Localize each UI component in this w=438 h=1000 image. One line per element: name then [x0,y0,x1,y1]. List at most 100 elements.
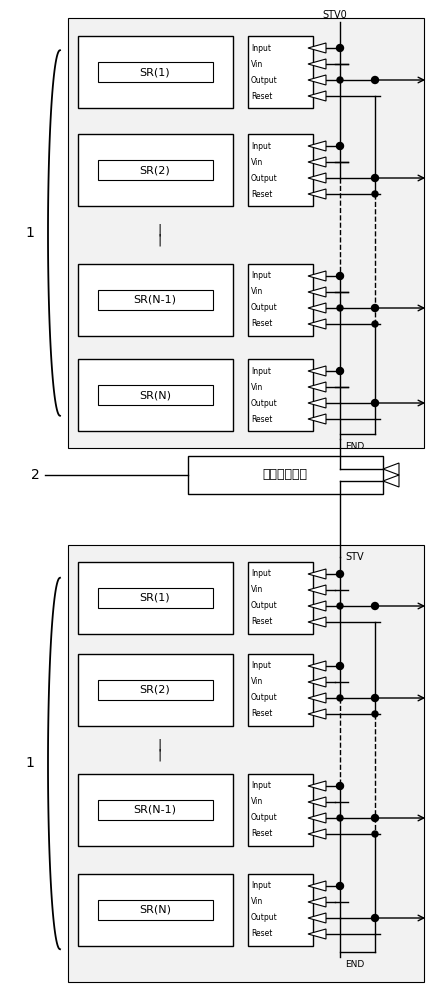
Text: Input: Input [251,662,270,670]
Text: |: | [158,233,162,246]
Circle shape [336,273,342,279]
Polygon shape [307,157,325,167]
Circle shape [336,815,342,821]
Circle shape [336,882,343,890]
Circle shape [371,77,378,84]
Bar [78,134,233,206]
Text: Input: Input [251,366,270,375]
Polygon shape [307,91,325,101]
Text: Output: Output [251,398,277,408]
Text: Input: Input [251,142,270,151]
Circle shape [371,694,378,702]
Polygon shape [307,585,325,595]
Text: Vin: Vin [251,585,263,594]
Polygon shape [307,569,325,579]
Text: END: END [344,442,364,451]
Polygon shape [307,617,325,627]
Polygon shape [307,677,325,687]
Circle shape [371,914,378,921]
Polygon shape [307,601,325,611]
Bar [78,359,233,431]
Bar [98,900,212,920]
Circle shape [336,603,342,609]
Text: Output: Output [251,601,277,610]
Polygon shape [307,897,325,907]
Bar [78,36,233,108]
Bar [247,774,312,846]
Text: Vin: Vin [251,288,263,296]
Polygon shape [307,693,325,703]
Text: Output: Output [251,913,277,922]
Text: Vin: Vin [251,797,263,806]
Text: END: END [344,960,364,969]
Polygon shape [307,881,325,891]
Circle shape [371,321,377,327]
Polygon shape [307,781,325,791]
Circle shape [336,143,342,149]
Text: SR(2): SR(2) [139,165,170,175]
Text: Input: Input [251,782,270,790]
Text: Input: Input [251,882,270,890]
Bar [98,290,212,310]
Bar [247,654,312,726]
Text: SR(N): SR(N) [139,905,171,915]
Circle shape [336,782,343,790]
Polygon shape [307,797,325,807]
Text: SR(2): SR(2) [139,685,170,695]
Text: Output: Output [251,174,277,183]
Text: Input: Input [251,44,270,53]
Polygon shape [307,189,325,199]
Text: STV: STV [344,552,363,562]
Text: Input: Input [251,271,270,280]
Text: SR(N-1): SR(N-1) [133,295,176,305]
Text: 2: 2 [31,468,39,482]
Bar [247,134,312,206]
Polygon shape [307,141,325,151]
Text: Output: Output [251,813,277,822]
Circle shape [336,883,342,889]
Text: Reset: Reset [251,617,272,626]
Text: |: | [158,748,162,762]
Circle shape [336,77,342,83]
Text: Vin: Vin [251,382,263,391]
Circle shape [371,831,377,837]
Polygon shape [307,319,325,329]
Circle shape [371,399,378,406]
Text: Reset: Reset [251,929,272,938]
Circle shape [336,662,343,670]
Polygon shape [307,709,325,719]
Bar [78,874,233,946]
Polygon shape [307,913,325,923]
Polygon shape [307,382,325,392]
Polygon shape [307,303,325,313]
Bar [98,800,212,820]
Text: Vin: Vin [251,678,263,686]
Text: STV0: STV0 [322,10,346,20]
Text: |: | [158,738,162,752]
Text: |: | [158,224,162,237]
Circle shape [336,695,342,701]
Polygon shape [307,661,325,671]
Bar [98,62,212,82]
Polygon shape [307,173,325,183]
Circle shape [371,175,378,182]
Bar [187,456,382,494]
Circle shape [371,304,378,312]
Polygon shape [307,829,325,839]
Circle shape [336,367,343,374]
Polygon shape [307,366,325,376]
Text: Vin: Vin [251,158,263,167]
Circle shape [336,368,342,374]
Polygon shape [307,271,325,281]
Circle shape [371,602,378,609]
Circle shape [336,45,343,52]
Circle shape [336,272,343,279]
Circle shape [336,305,342,311]
Polygon shape [307,43,325,53]
Text: 电压保持单元: 电压保持单元 [262,468,307,482]
Text: 1: 1 [25,756,34,770]
Text: Reset: Reset [251,92,272,101]
Bar [78,654,233,726]
Circle shape [371,814,378,821]
Polygon shape [382,463,398,475]
